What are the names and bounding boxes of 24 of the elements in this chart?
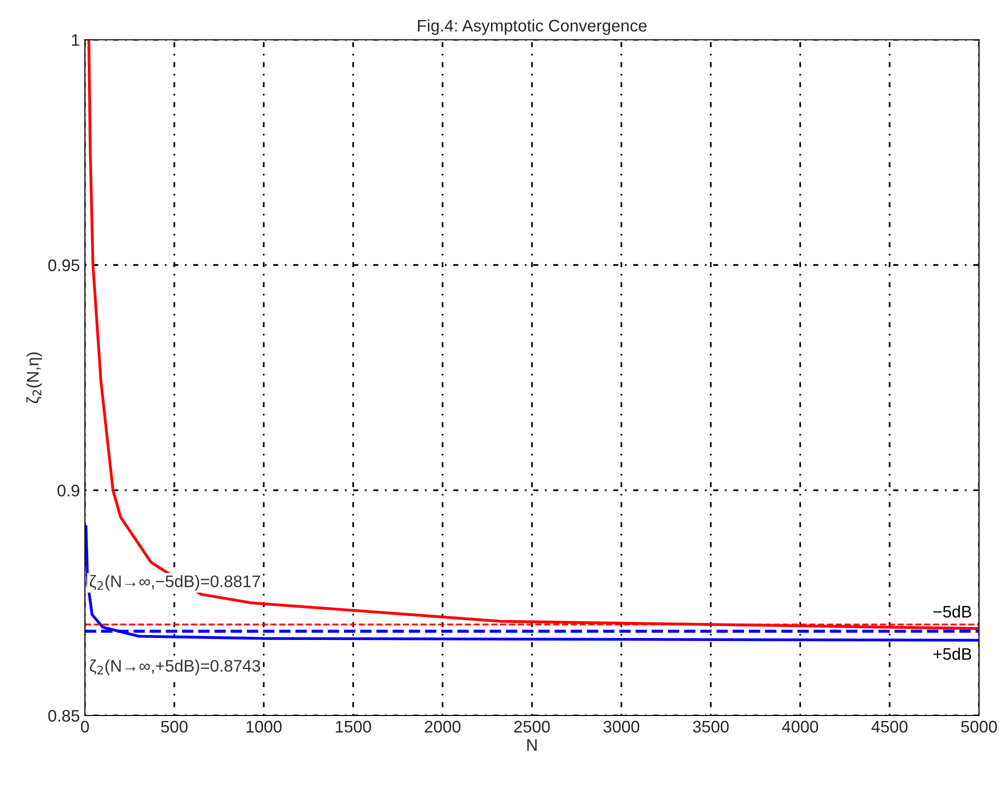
- y-tick-label: 0.9: [58, 484, 80, 496]
- annotation: ζ$_{2}$(N→∞,−5dB)=0.8817: [90, 575, 260, 591]
- line-series: [87, 40, 980, 630]
- x-tick-label: 4000: [782, 720, 818, 733]
- y-tick-label: 1: [72, 34, 80, 46]
- x-tick-label: 3500: [692, 720, 729, 733]
- x-tick-label: 500: [161, 720, 188, 733]
- y-tick-label: 0.95: [48, 259, 80, 272]
- series-label: −5dB: [934, 605, 972, 618]
- chart-title: Fig.4: Asymptotic Convergence: [418, 19, 647, 35]
- x-tick-label: 2000: [424, 720, 460, 733]
- series-label: +5dB: [934, 648, 972, 660]
- x-tick-label: 3000: [603, 720, 640, 733]
- x-tick-label: 0: [80, 720, 89, 733]
- annotation: ζ$_{2}$(N→∞,+5dB)=0.8743: [90, 660, 260, 676]
- x-tick-label: 5000: [961, 720, 997, 733]
- line-series: [84, 524, 980, 642]
- y-axis-title: ζ$_{2}$(N,η): [26, 352, 42, 404]
- x-tick-label: 1500: [336, 720, 372, 733]
- x-tick-label: 2500: [514, 720, 550, 733]
- x-axis-title: N: [527, 739, 537, 751]
- y-tick-label: 0.85: [48, 710, 80, 722]
- x-tick-label: 4500: [871, 720, 908, 733]
- x-tick-label: 1000: [246, 720, 282, 733]
